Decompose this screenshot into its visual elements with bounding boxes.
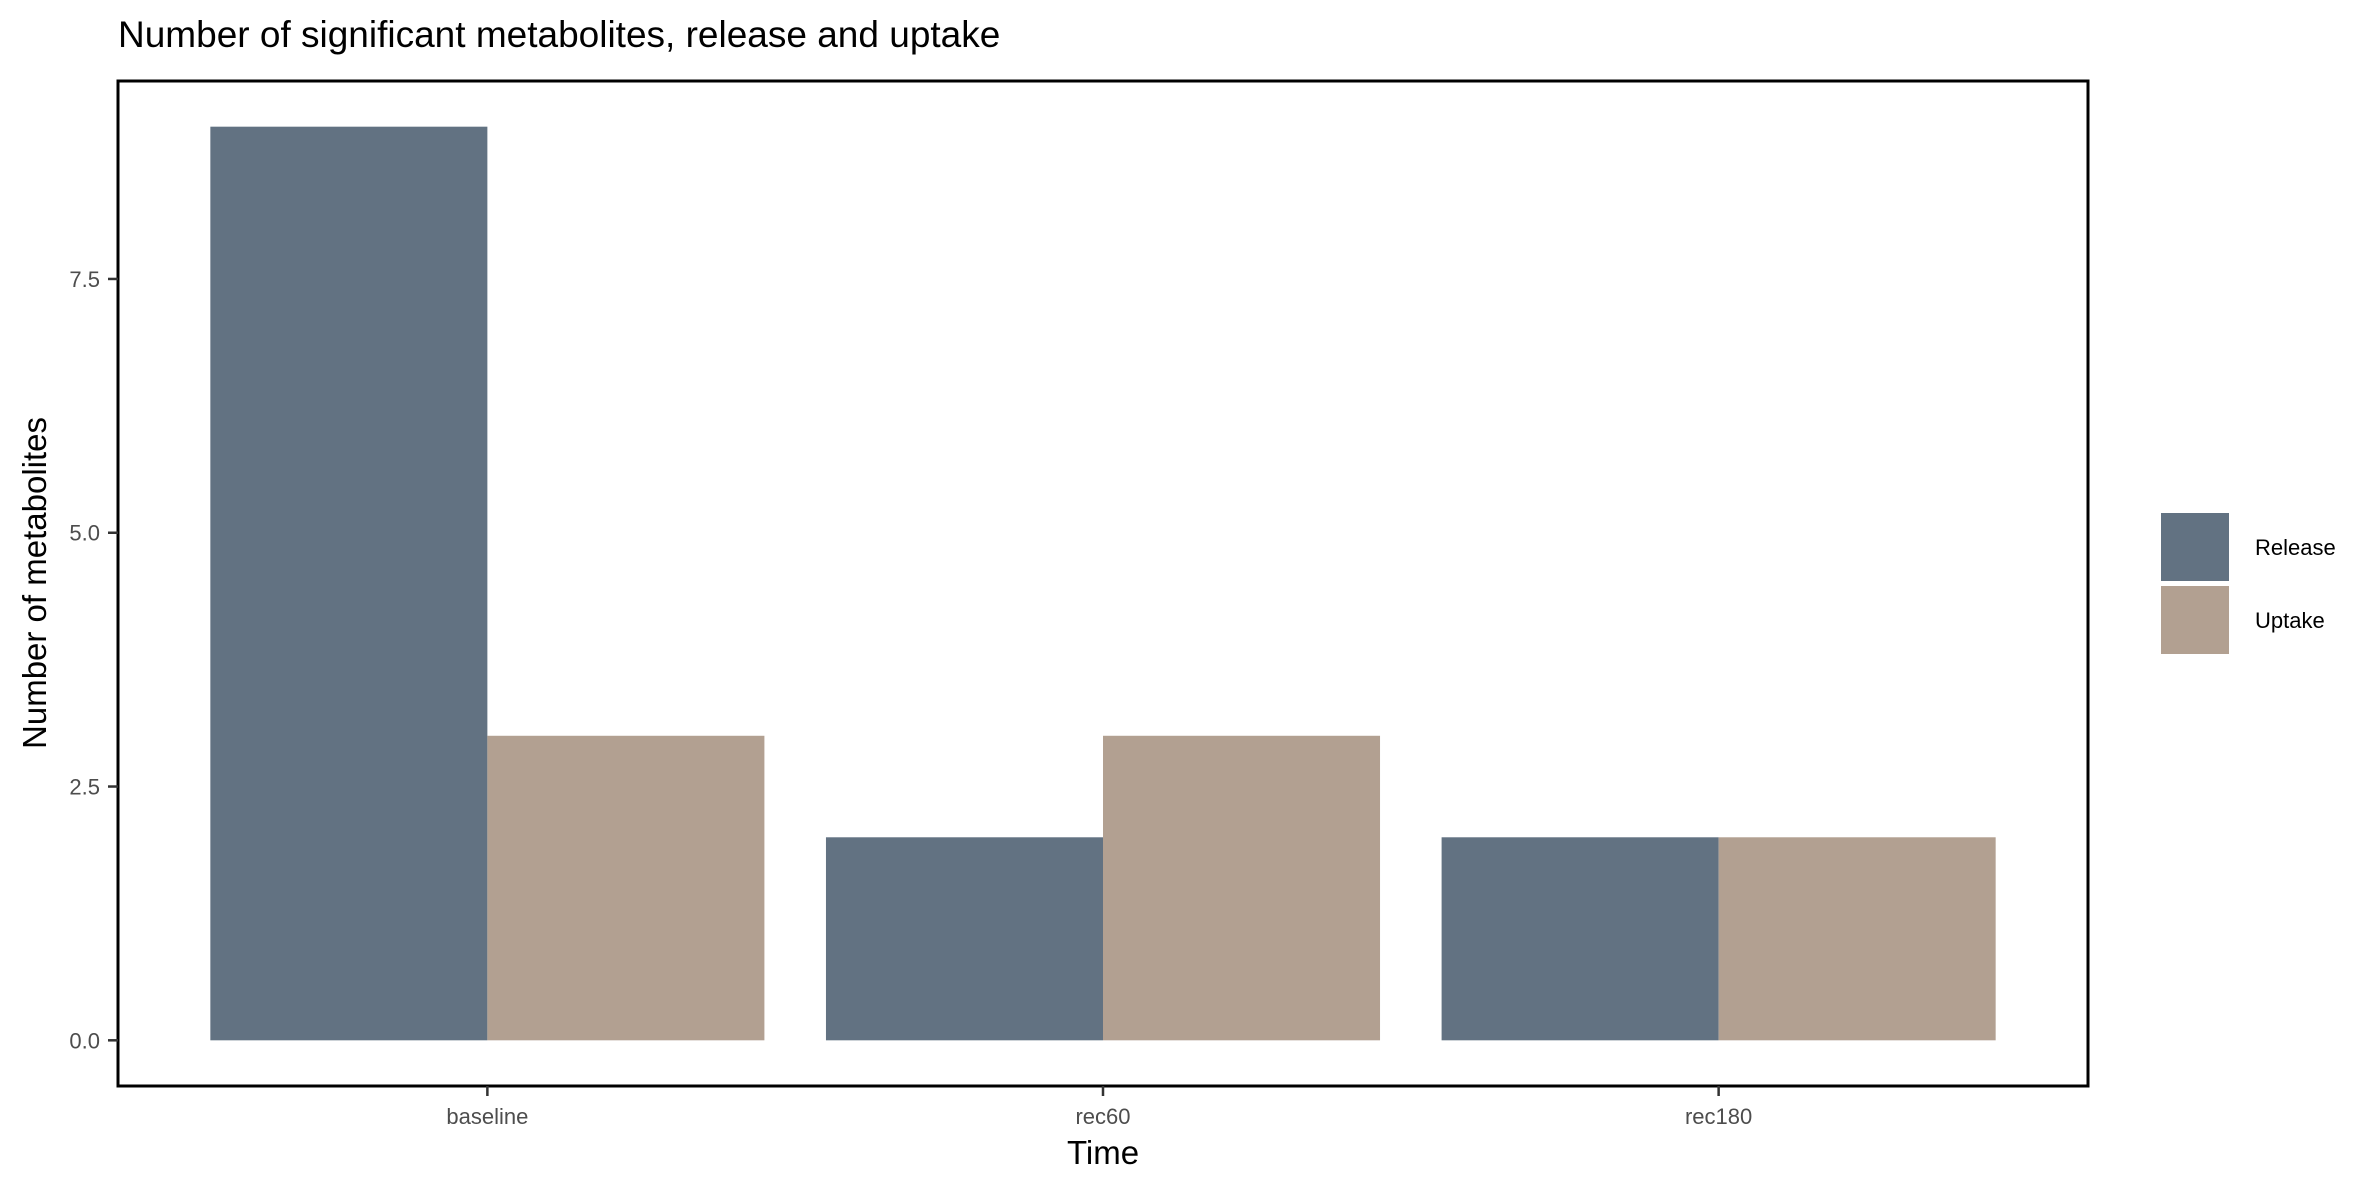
- y-tick-label: 0.0: [69, 1028, 100, 1053]
- legend-key-release: [2161, 513, 2229, 581]
- x-tick-label: rec180: [1685, 1104, 1752, 1129]
- legend: Release Uptake: [2161, 513, 2336, 654]
- bar-release-baseline: [210, 126, 488, 1041]
- bars-group: [210, 126, 1996, 1041]
- bar-uptake-rec60: [1103, 735, 1381, 1041]
- y-tick-label: 5.0: [69, 521, 100, 546]
- bar-release-rec60: [825, 837, 1103, 1041]
- x-axis-title: Time: [1067, 1134, 1139, 1171]
- legend-label-release: Release: [2255, 535, 2336, 560]
- y-axis-title: Number of metabolites: [16, 417, 53, 749]
- legend-key-uptake: [2161, 586, 2229, 654]
- y-tick-label: 2.5: [69, 775, 100, 800]
- bar-uptake-rec180: [1718, 837, 1996, 1041]
- x-tick-label: rec60: [1075, 1104, 1130, 1129]
- bar-release-rec180: [1441, 837, 1719, 1041]
- legend-label-uptake: Uptake: [2255, 608, 2325, 633]
- chart-title: Number of significant metabolites, relea…: [118, 14, 1000, 55]
- x-axis: baseline rec60 rec180: [446, 1086, 1752, 1129]
- bar-uptake-baseline: [487, 735, 765, 1041]
- y-axis: 0.0 2.5 5.0 7.5: [69, 267, 118, 1053]
- x-tick-label: baseline: [446, 1104, 528, 1129]
- y-tick-label: 7.5: [69, 267, 100, 292]
